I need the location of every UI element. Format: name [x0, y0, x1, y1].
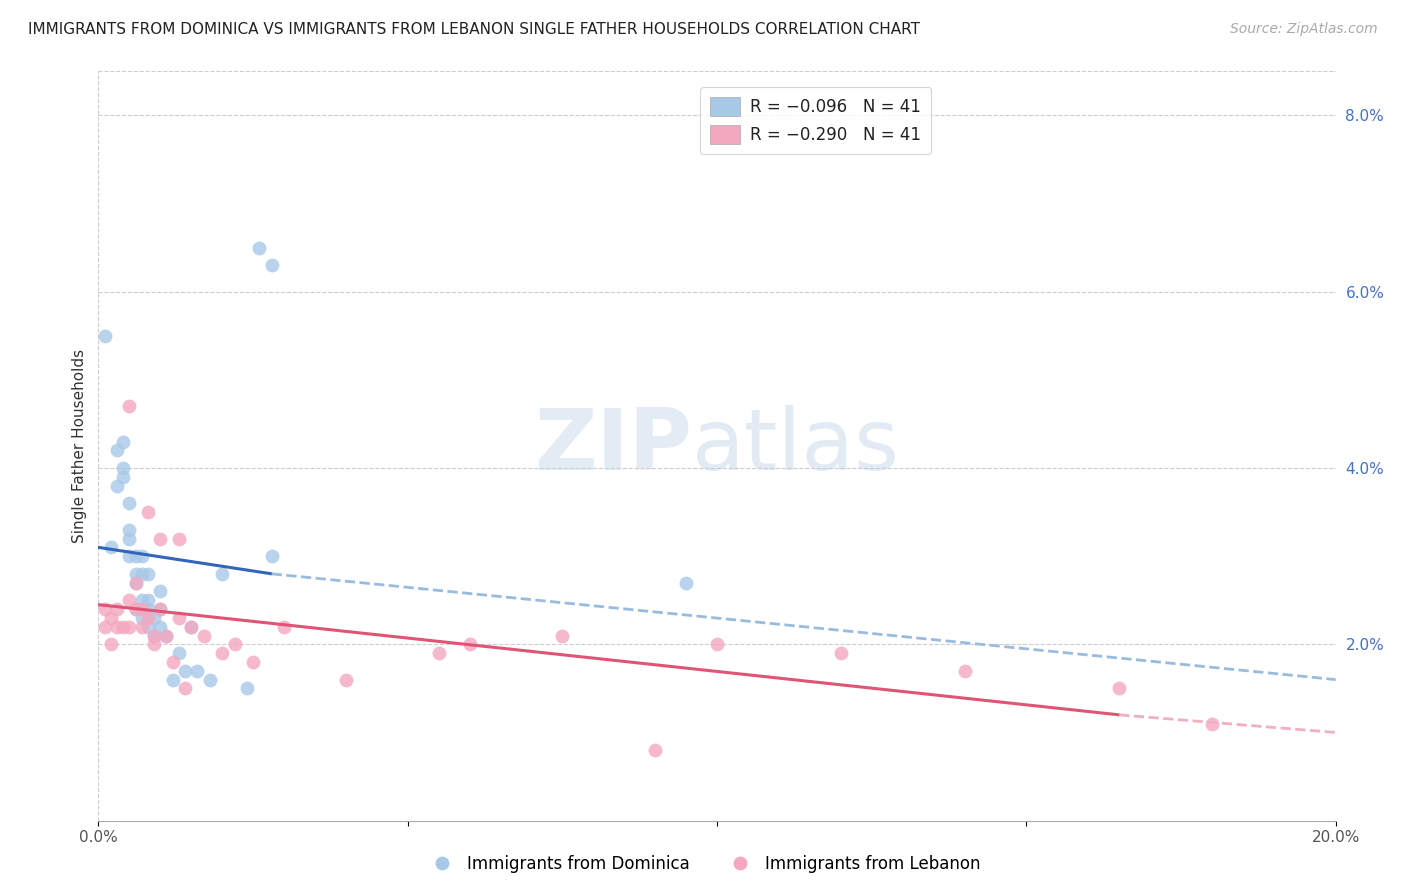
Point — [162, 655, 184, 669]
Point — [458, 637, 481, 651]
Point — [260, 258, 283, 272]
Point — [136, 611, 159, 625]
Point — [124, 566, 146, 581]
Legend: Immigrants from Dominica, Immigrants from Lebanon: Immigrants from Dominica, Immigrants fro… — [419, 848, 987, 880]
Point — [100, 637, 122, 651]
Point — [118, 532, 141, 546]
Text: Source: ZipAtlas.com: Source: ZipAtlas.com — [1230, 22, 1378, 37]
Point — [193, 628, 215, 642]
Point — [131, 549, 153, 564]
Point — [131, 593, 153, 607]
Point — [118, 620, 141, 634]
Point — [260, 549, 283, 564]
Text: IMMIGRANTS FROM DOMINICA VS IMMIGRANTS FROM LEBANON SINGLE FATHER HOUSEHOLDS COR: IMMIGRANTS FROM DOMINICA VS IMMIGRANTS F… — [28, 22, 920, 37]
Point — [180, 620, 202, 634]
Point — [149, 532, 172, 546]
Point — [136, 593, 159, 607]
Point — [118, 400, 141, 414]
Point — [118, 549, 141, 564]
Point — [155, 628, 177, 642]
Point — [247, 241, 270, 255]
Point — [174, 681, 197, 696]
Point — [124, 575, 146, 590]
Point — [105, 602, 128, 616]
Point — [427, 646, 450, 660]
Point — [211, 566, 233, 581]
Point — [180, 620, 202, 634]
Point — [118, 496, 141, 510]
Point — [112, 434, 135, 449]
Point — [224, 637, 246, 651]
Point — [143, 611, 166, 625]
Point — [149, 620, 172, 634]
Point — [236, 681, 259, 696]
Point — [830, 646, 852, 660]
Point — [143, 628, 166, 642]
Point — [93, 328, 115, 343]
Point — [136, 602, 159, 616]
Point — [211, 646, 233, 660]
Point — [174, 664, 197, 678]
Point — [100, 541, 122, 555]
Point — [143, 637, 166, 651]
Point — [131, 620, 153, 634]
Point — [105, 620, 128, 634]
Point — [149, 602, 172, 616]
Point — [198, 673, 221, 687]
Point — [149, 584, 172, 599]
Point — [136, 620, 159, 634]
Point — [118, 523, 141, 537]
Point — [93, 602, 115, 616]
Y-axis label: Single Father Households: Single Father Households — [72, 349, 87, 543]
Point — [273, 620, 295, 634]
Point — [93, 620, 115, 634]
Point — [136, 566, 159, 581]
Point — [131, 611, 153, 625]
Point — [105, 443, 128, 458]
Point — [155, 628, 177, 642]
Point — [953, 664, 976, 678]
Point — [105, 478, 128, 492]
Point — [100, 611, 122, 625]
Point — [124, 575, 146, 590]
Point — [644, 743, 666, 757]
Point — [675, 575, 697, 590]
Point — [242, 655, 264, 669]
Legend: R = −0.096   N = 41, R = −0.290   N = 41: R = −0.096 N = 41, R = −0.290 N = 41 — [700, 87, 931, 154]
Point — [136, 505, 159, 519]
Point — [186, 664, 208, 678]
Point — [706, 637, 728, 651]
Point — [124, 602, 146, 616]
Point — [551, 628, 574, 642]
Point — [124, 549, 146, 564]
Point — [149, 602, 172, 616]
Point — [131, 602, 153, 616]
Point — [335, 673, 357, 687]
Text: atlas: atlas — [692, 404, 900, 488]
Point — [167, 532, 190, 546]
Point — [112, 461, 135, 475]
Point — [112, 470, 135, 484]
Point — [112, 620, 135, 634]
Point — [1108, 681, 1130, 696]
Point — [167, 611, 190, 625]
Point — [118, 593, 141, 607]
Point — [124, 602, 146, 616]
Point — [131, 566, 153, 581]
Point — [1201, 716, 1223, 731]
Point — [143, 628, 166, 642]
Point — [162, 673, 184, 687]
Text: ZIP: ZIP — [534, 404, 692, 488]
Point — [167, 646, 190, 660]
